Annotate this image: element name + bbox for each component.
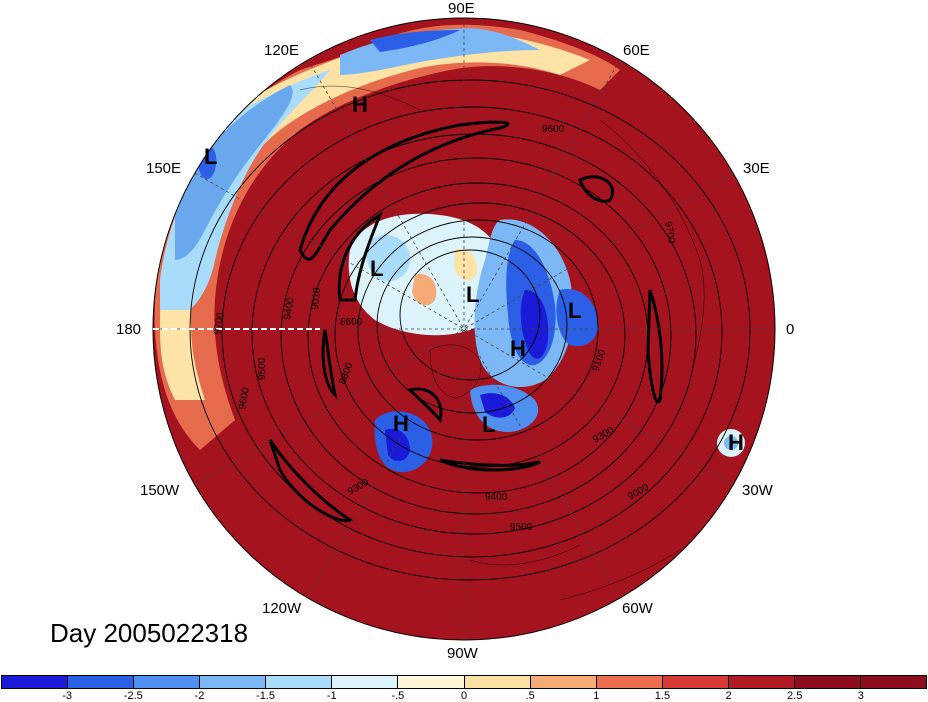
lon-label-0: 0	[786, 321, 795, 338]
lon-label-90e: 90E	[448, 0, 475, 17]
contour-label: 9500	[257, 357, 268, 380]
contour-label: 9600	[542, 124, 565, 135]
colorbar-tick-label: .5	[525, 690, 535, 702]
colorbar-segment	[398, 676, 465, 688]
low-pressure-marker: L	[204, 144, 217, 169]
contour-label: 9700	[212, 311, 227, 335]
high-pressure-marker: H	[352, 92, 368, 117]
colorbar-segment	[530, 676, 597, 688]
colorbar-segment	[2, 676, 69, 688]
contour-label: 9010	[310, 287, 323, 311]
lon-label-180: 180	[116, 321, 142, 338]
low-pressure-marker: L	[466, 282, 479, 307]
low-pressure-marker: L	[482, 412, 495, 437]
contour-label: 9400	[485, 492, 508, 503]
colorbar-tick-label: 0	[460, 690, 468, 702]
colorbar-tick-label: 2.5	[787, 690, 803, 702]
colorbar-segment	[861, 676, 927, 688]
colorbar-tick-label: -2	[194, 690, 205, 702]
lon-label-30w: 30W	[742, 482, 773, 499]
lon-label-60w: 60W	[622, 600, 653, 617]
contour-label: 9400	[282, 296, 297, 320]
colorbar-segment	[200, 676, 267, 688]
colorbar-segment	[728, 676, 795, 688]
colorbar-tick-label: 2	[725, 690, 732, 702]
colorbar-tick-label: -3	[62, 690, 73, 702]
colorbar-tick-label: 1.5	[654, 690, 671, 702]
colorbar-segment	[332, 676, 399, 688]
pressure-centers: H L L L L H H L H	[204, 92, 744, 455]
colorbar-segment	[134, 676, 201, 688]
colorbar-tick-label: 1	[593, 690, 600, 702]
contour-label: 8600	[340, 317, 363, 328]
colorbar-segment	[464, 676, 531, 688]
day-title: Day 2005022318	[50, 618, 249, 648]
colorbar-tick-label: -2.5	[123, 690, 143, 702]
lon-label-90w: 90W	[447, 645, 478, 662]
high-pressure-marker: H	[510, 336, 526, 361]
lon-label-60e: 60E	[623, 42, 650, 59]
colorbar-segment	[596, 676, 663, 688]
colorbar-tick-label: -.5	[391, 690, 405, 702]
high-pressure-marker: H	[728, 430, 744, 455]
lon-label-150e: 150E	[146, 160, 182, 177]
colorbar-segment	[266, 676, 333, 688]
meridian-lines	[153, 18, 775, 640]
map-field	[153, 18, 775, 640]
high-pressure-marker: H	[393, 411, 409, 436]
colorbar-tick-label: -1.5	[256, 690, 276, 702]
contour-label: 9500	[510, 522, 533, 533]
lon-label-120e: 120E	[264, 42, 300, 59]
colorbar-tick-label: 3	[857, 690, 864, 702]
contour-label: 9600	[237, 386, 252, 410]
colorbar	[1, 675, 927, 689]
colorbar-tick-label: -1	[326, 690, 337, 702]
colorbar-segment	[662, 676, 729, 688]
colorbar-segment	[794, 676, 862, 688]
lon-label-120w: 120W	[262, 600, 302, 617]
colorbar-segment	[68, 676, 135, 688]
low-pressure-marker: L	[568, 298, 581, 323]
lon-label-150w: 150W	[140, 482, 180, 499]
lon-label-30e: 30E	[743, 160, 770, 177]
contour-label: 9700	[662, 221, 677, 245]
low-pressure-marker: L	[370, 256, 383, 281]
